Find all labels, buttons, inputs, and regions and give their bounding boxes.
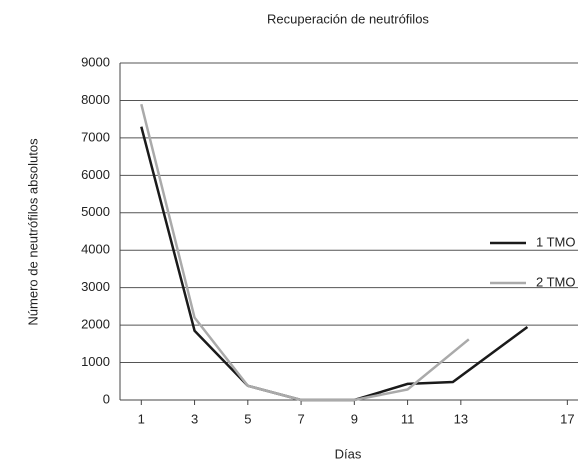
y-tick-label: 5000	[81, 204, 110, 219]
x-tick-label: 11	[401, 411, 415, 426]
legend-label: 1 TMO	[536, 234, 576, 249]
x-tick-label: 17	[560, 411, 574, 426]
chart-title: Recuperación de neutrófilos	[267, 11, 429, 26]
x-tick-label: 7	[297, 411, 304, 426]
y-tick-label: 3000	[81, 279, 110, 294]
y-tick-label: 0	[103, 391, 110, 406]
x-tick-label: 9	[351, 411, 358, 426]
x-tick-label: 5	[244, 411, 251, 426]
y-tick-label: 2000	[81, 317, 110, 332]
y-tick-label: 8000	[81, 92, 110, 107]
series-line	[140, 126, 529, 402]
x-tick-label: 13	[454, 411, 468, 426]
y-axis-label: Número de neutrófilos absolutos	[25, 138, 40, 326]
x-tick-label: 1	[138, 411, 145, 426]
y-tick-label: 9000	[81, 54, 110, 69]
y-tick-label: 4000	[81, 242, 110, 257]
legend-label: 2 TMO	[536, 274, 576, 289]
x-axis-label: Días	[335, 446, 362, 461]
y-tick-label: 6000	[81, 167, 110, 182]
x-tick-label: 3	[191, 411, 198, 426]
y-tick-label: 7000	[81, 129, 110, 144]
series-line	[140, 103, 470, 402]
y-tick-label: 1000	[81, 354, 110, 369]
